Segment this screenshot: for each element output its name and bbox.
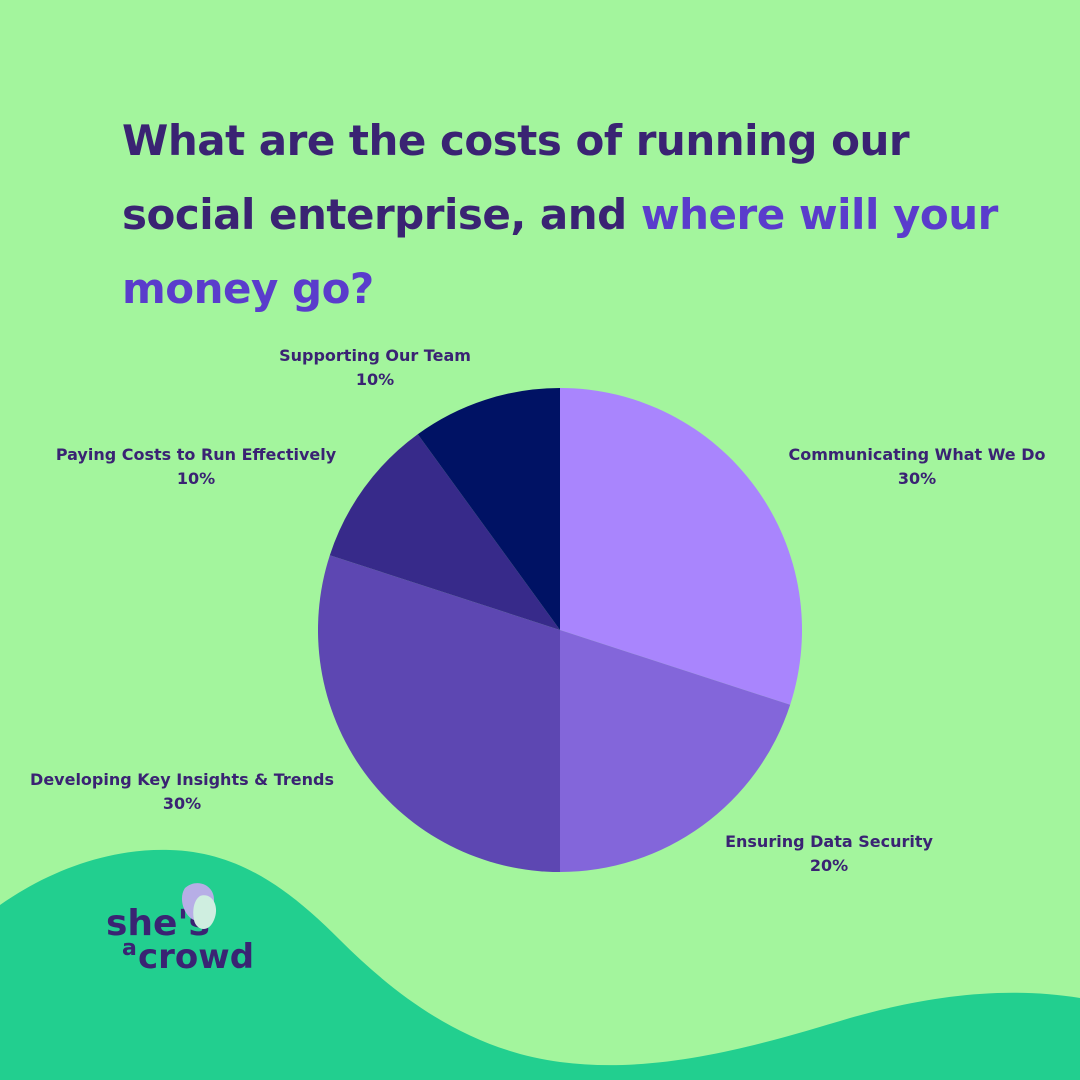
slice-label-name: Communicating What We Do bbox=[788, 445, 1046, 464]
slice-label-running-costs: Paying Costs to Run Effectively 10% bbox=[56, 443, 336, 491]
slice-label-data-security: Ensuring Data Security 20% bbox=[725, 830, 933, 878]
pie-slice-ensuring-data-security bbox=[560, 630, 791, 872]
slice-label-communicating: Communicating What We Do 30% bbox=[789, 443, 1046, 491]
pie-slice-supporting-our-team bbox=[417, 388, 560, 630]
logo-text-a: a bbox=[122, 936, 137, 961]
brand-logo: she's a crowd bbox=[106, 883, 254, 977]
slice-label-value: 20% bbox=[809, 856, 849, 875]
pie-chart bbox=[317, 388, 803, 872]
pie-slice-paying-costs-to-run-effectively bbox=[329, 434, 560, 630]
slice-label-value: 30% bbox=[162, 794, 202, 813]
background-wave bbox=[0, 849, 1080, 1080]
slice-label-name: Supporting Our Team bbox=[279, 346, 471, 365]
title-highlight-text: where will your money go? bbox=[122, 190, 998, 313]
pie-slice-developing-key-insights-trends bbox=[317, 555, 560, 872]
logo-text-crowd: crowd bbox=[138, 937, 254, 977]
pie-slice-communicating-what-we-do bbox=[560, 388, 803, 705]
page-title: What are the costs of running our social… bbox=[122, 104, 1022, 326]
slice-label-name: Ensuring Data Security bbox=[725, 832, 933, 851]
slice-label-value: 10% bbox=[355, 370, 395, 389]
title-main-text: What are the costs of running our social… bbox=[122, 116, 910, 239]
logo-face-icon bbox=[193, 895, 217, 930]
slice-label-value: 10% bbox=[176, 469, 216, 488]
slice-label-name: Paying Costs to Run Effectively bbox=[55, 445, 337, 464]
slice-label-name: Developing Key Insights & Trends bbox=[30, 770, 334, 789]
slice-label-team: Supporting Our Team 10% bbox=[279, 344, 471, 392]
slice-label-value: 30% bbox=[897, 469, 937, 488]
slice-label-insights: Developing Key Insights & Trends 30% bbox=[30, 768, 334, 816]
